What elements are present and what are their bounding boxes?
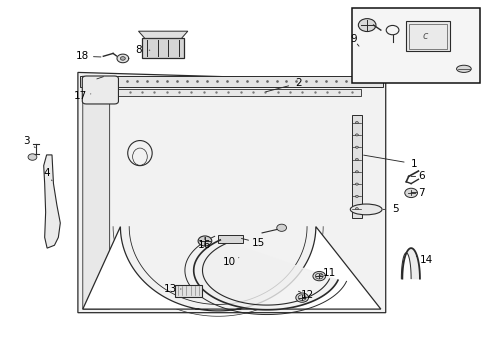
FancyBboxPatch shape xyxy=(82,76,119,104)
Polygon shape xyxy=(88,89,361,96)
Circle shape xyxy=(355,208,358,210)
Polygon shape xyxy=(83,76,110,309)
Circle shape xyxy=(355,158,358,161)
Circle shape xyxy=(355,171,358,173)
Polygon shape xyxy=(194,240,338,310)
Circle shape xyxy=(358,19,376,32)
Bar xyxy=(406,22,450,51)
Polygon shape xyxy=(351,116,362,218)
Text: 4: 4 xyxy=(44,168,50,178)
Circle shape xyxy=(313,271,326,281)
Circle shape xyxy=(28,154,37,160)
Polygon shape xyxy=(80,76,383,87)
Polygon shape xyxy=(78,72,386,313)
Circle shape xyxy=(405,188,417,198)
Text: 12: 12 xyxy=(301,291,314,301)
Polygon shape xyxy=(44,155,60,248)
Text: 17: 17 xyxy=(74,91,87,101)
Text: 5: 5 xyxy=(392,204,399,215)
Circle shape xyxy=(198,236,212,246)
Ellipse shape xyxy=(457,65,471,72)
Text: 6: 6 xyxy=(418,171,425,181)
Text: 14: 14 xyxy=(420,255,433,265)
Text: 16: 16 xyxy=(198,240,212,250)
Text: 13: 13 xyxy=(164,284,177,294)
Text: 8: 8 xyxy=(135,45,142,55)
Circle shape xyxy=(355,195,358,198)
Text: 10: 10 xyxy=(223,257,236,267)
Circle shape xyxy=(355,134,358,136)
Circle shape xyxy=(296,293,309,302)
Polygon shape xyxy=(139,31,188,39)
Circle shape xyxy=(355,146,358,148)
Text: c: c xyxy=(422,31,427,41)
Polygon shape xyxy=(83,226,381,311)
Text: 11: 11 xyxy=(322,267,336,278)
Text: 9: 9 xyxy=(350,35,357,44)
Bar xyxy=(175,285,202,297)
Text: 3: 3 xyxy=(24,136,30,146)
Bar xyxy=(352,8,480,83)
Bar xyxy=(143,39,184,58)
Circle shape xyxy=(277,224,287,231)
Polygon shape xyxy=(117,54,129,63)
Text: 7: 7 xyxy=(418,188,425,198)
Text: 18: 18 xyxy=(76,51,89,61)
Text: 15: 15 xyxy=(252,238,265,248)
Circle shape xyxy=(355,183,358,185)
Circle shape xyxy=(121,57,125,60)
Text: 2: 2 xyxy=(295,78,302,88)
Polygon shape xyxy=(401,248,420,279)
Polygon shape xyxy=(218,234,243,243)
Bar xyxy=(409,24,447,49)
Circle shape xyxy=(355,122,358,124)
Ellipse shape xyxy=(350,204,382,215)
Text: 1: 1 xyxy=(411,159,418,169)
